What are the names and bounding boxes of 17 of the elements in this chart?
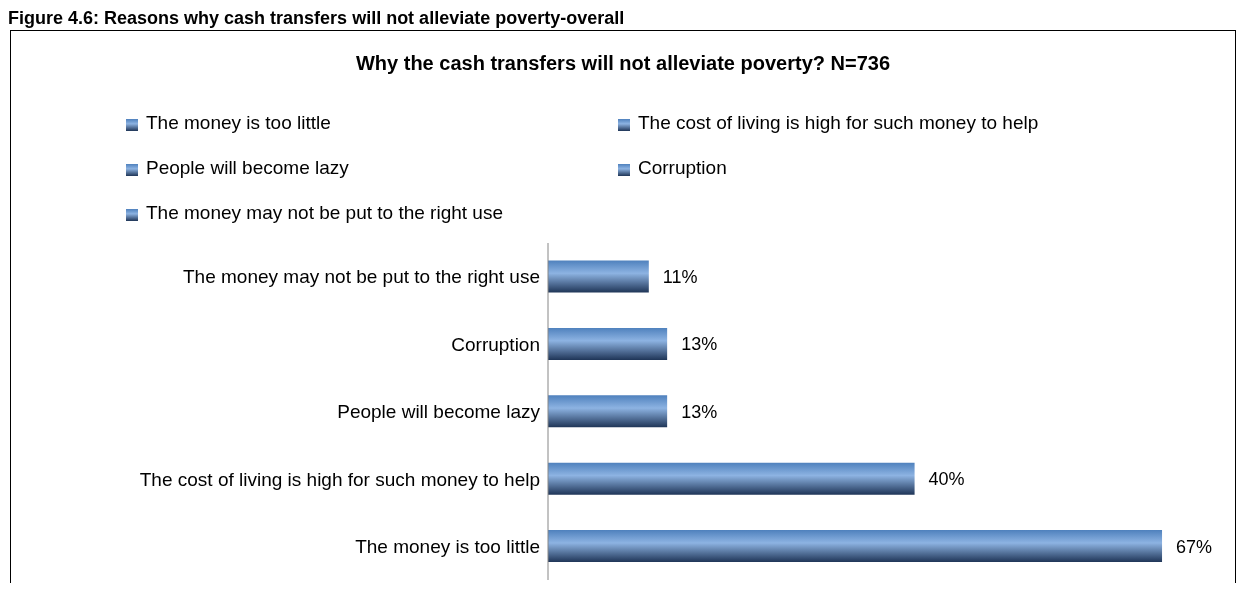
legend-label: The money is too little [146, 111, 332, 135]
y-tick-label: The cost of living is high for such money to help [139, 468, 540, 490]
data-label: 40% [928, 469, 965, 490]
y-tick-label: Corruption [451, 333, 540, 355]
data-label: 13% [681, 401, 718, 422]
legend-label: The cost of living is high for such money to help [638, 111, 1040, 135]
legend-label: People will become lazy [146, 156, 350, 180]
data-label: 11% [662, 266, 698, 287]
legend-label: The money may not be put to the right use [146, 201, 504, 225]
caption: Figure 4.6: Reasons why cash transfers will not alleviate poverty-overall [8, 8, 625, 29]
data-label: 13% [681, 334, 718, 355]
y-tick-label: The money is too little [355, 536, 540, 558]
chart-title: Why the cash transfers will not alleviate poverty? N=736 [354, 52, 892, 75]
y-tick-label: The money may not be put to the right use [183, 266, 540, 288]
data-label: 67% [1176, 536, 1213, 557]
legend-label: Corruption [638, 156, 728, 180]
y-tick-label: People will become lazy [337, 401, 541, 423]
